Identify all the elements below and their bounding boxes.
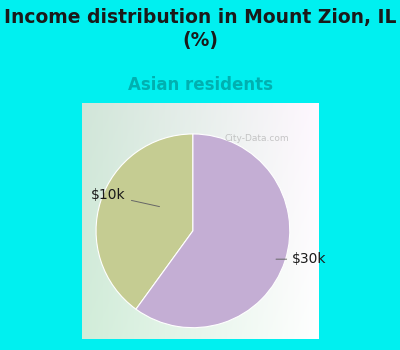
Text: Income distribution in Mount Zion, IL
(%): Income distribution in Mount Zion, IL (%… (4, 8, 396, 50)
Text: Asian residents: Asian residents (128, 76, 272, 94)
Wedge shape (96, 134, 193, 309)
Text: $10k: $10k (91, 188, 160, 206)
Text: $30k: $30k (276, 252, 327, 266)
Text: City-Data.com: City-Data.com (224, 134, 289, 143)
Wedge shape (136, 134, 290, 328)
